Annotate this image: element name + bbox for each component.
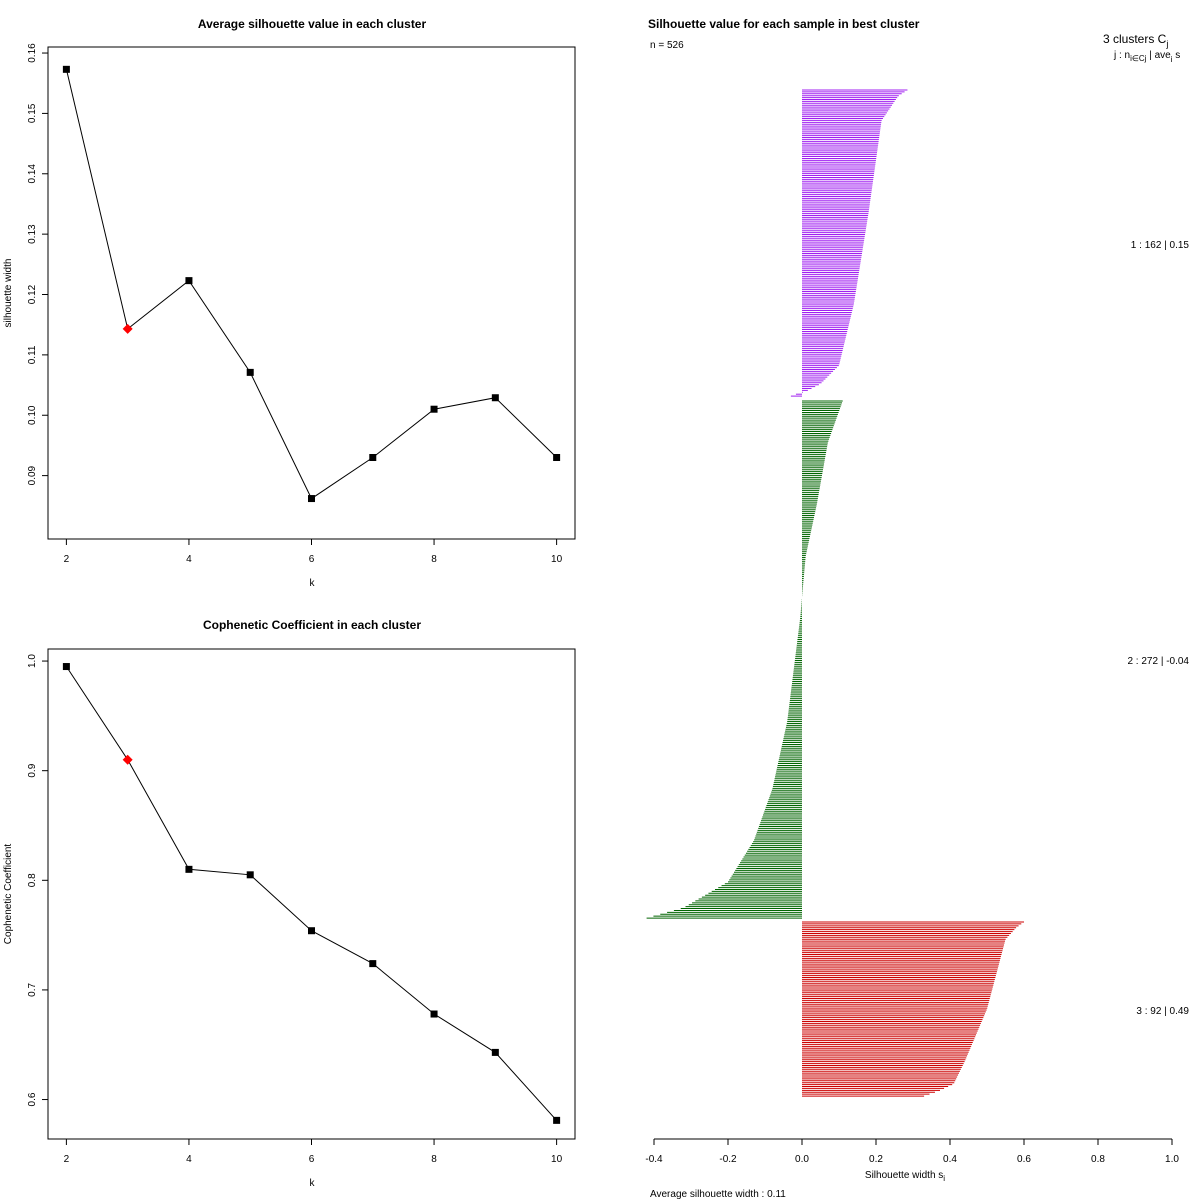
data-point <box>491 1048 499 1056</box>
highlight-point <box>122 323 133 334</box>
highlight-point <box>122 754 133 765</box>
data-point <box>369 960 377 968</box>
cluster-label: 1 : 162 | 0.15 <box>1131 240 1190 251</box>
series-line <box>65 69 557 500</box>
y-tick-label: 0.13 <box>27 224 38 244</box>
y-axis-label: silhouette width <box>3 259 14 328</box>
y-tick-label: 1.0 <box>27 654 38 668</box>
y-tick-label: 0.6 <box>27 1092 38 1106</box>
x-axis-label-sub: i <box>943 1174 945 1183</box>
y-tick-label: 0.14 <box>27 164 38 184</box>
x-axis-label: Silhouette width si <box>865 1170 945 1183</box>
x-axis-label: k <box>310 578 316 589</box>
x-tick-label: 1.0 <box>1165 1154 1179 1165</box>
x-axis-label: k <box>310 1178 316 1189</box>
legend-title: 3 clusters Cj <box>1103 32 1168 49</box>
legend-header: j : ni∈Cj | avei s <box>1113 50 1180 64</box>
cluster-label: 2 : 272 | -0.04 <box>1127 656 1189 667</box>
chart-title: Cophenetic Coefficient in each cluster <box>203 618 421 632</box>
y-ticks: 0.6 0.7 0.8 0.9 1.0 <box>27 654 48 1106</box>
legend-header-sub: i∈Cj <box>1130 54 1147 63</box>
n-label: n = 526 <box>650 40 684 51</box>
data-point <box>491 394 499 402</box>
x-axis-label-text: Silhouette width s <box>865 1170 943 1181</box>
chart-title: Average silhouette value in each cluster <box>198 17 427 31</box>
legend-header-sub2: i <box>1171 55 1173 64</box>
x-tick-label: 4 <box>186 554 192 565</box>
series <box>62 65 561 503</box>
x-tick-label: 0.8 <box>1091 1154 1105 1165</box>
y-tick-label: 0.15 <box>27 103 38 123</box>
cophenetic-line-chart: Cophenetic Coefficient in each cluster k… <box>3 618 576 1189</box>
legend-header-mid: | ave <box>1146 50 1171 61</box>
y-tick-label: 0.8 <box>27 873 38 887</box>
series <box>62 663 561 1124</box>
data-point <box>246 871 254 879</box>
x-tick-label: -0.4 <box>645 1154 663 1165</box>
x-tick-label: 0.2 <box>869 1154 883 1165</box>
x-tick-label: 0.0 <box>795 1154 809 1165</box>
x-ticks: -0.4 -0.2 0.0 0.2 0.4 0.6 0.8 1.0 <box>645 1139 1179 1165</box>
data-point <box>308 927 315 935</box>
x-tick-label: 8 <box>431 1154 437 1165</box>
y-tick-label: 0.12 <box>27 284 38 304</box>
data-point <box>553 454 561 462</box>
data-point <box>246 368 254 376</box>
y-tick-label: 0.11 <box>27 345 38 364</box>
data-point <box>62 65 70 73</box>
y-axis-label: Cophenetic Coefficient <box>3 844 14 945</box>
cluster-label: 3 : 92 | 0.49 <box>1136 1006 1189 1017</box>
average-silhouette-footer: Average silhouette width : 0.11 <box>650 1189 786 1200</box>
x-tick-label: 2 <box>64 554 70 565</box>
legend-header-end: s <box>1173 50 1181 61</box>
data-point <box>185 277 193 285</box>
data-point <box>430 1010 438 1018</box>
series-line <box>65 666 557 1121</box>
silhouette-bars <box>646 89 1024 1097</box>
chart-title: Silhouette value for each sample in best… <box>648 17 920 31</box>
legend-title-subscript: j <box>1165 39 1168 49</box>
data-point <box>62 663 70 671</box>
silhouette-bar-plot: Silhouette value for each sample in best… <box>645 17 1189 1200</box>
x-ticks: 2 4 6 8 10 <box>64 539 563 565</box>
x-tick-label: 0.6 <box>1017 1154 1031 1165</box>
legend-header-text: j : n <box>1113 50 1130 61</box>
x-tick-label: -0.2 <box>719 1154 737 1165</box>
x-tick-label: 2 <box>64 1154 70 1165</box>
x-tick-label: 6 <box>309 1154 315 1165</box>
y-tick-label: 0.16 <box>27 43 38 63</box>
plot-frame <box>47 46 576 540</box>
silhouette-line-chart: Average silhouette value in each cluster… <box>3 17 576 589</box>
x-ticks: 2 4 6 8 10 <box>64 1139 563 1165</box>
y-tick-label: 0.9 <box>27 763 38 777</box>
x-tick-label: 10 <box>551 1154 563 1165</box>
data-point <box>553 1116 561 1124</box>
legend-title-text: 3 clusters C <box>1103 32 1167 46</box>
data-point <box>308 495 315 503</box>
x-tick-label: 8 <box>431 554 437 565</box>
y-tick-label: 0.10 <box>27 405 38 425</box>
x-tick-label: 0.4 <box>943 1154 957 1165</box>
plot-frame <box>47 648 576 1140</box>
y-tick-label: 0.7 <box>27 983 38 997</box>
y-tick-label: 0.09 <box>27 465 38 485</box>
data-point <box>430 405 438 413</box>
y-ticks: 0.09 0.10 0.11 0.12 0.13 0.14 0.15 0.16 <box>27 43 48 485</box>
x-tick-label: 4 <box>186 1154 192 1165</box>
data-point <box>369 454 377 462</box>
cluster-labels: 1 : 162 | 0.15 2 : 272 | -0.04 3 : 92 | 0.… <box>1127 240 1189 1017</box>
data-point <box>185 865 193 873</box>
x-tick-label: 6 <box>309 554 315 565</box>
x-tick-label: 10 <box>551 554 563 565</box>
